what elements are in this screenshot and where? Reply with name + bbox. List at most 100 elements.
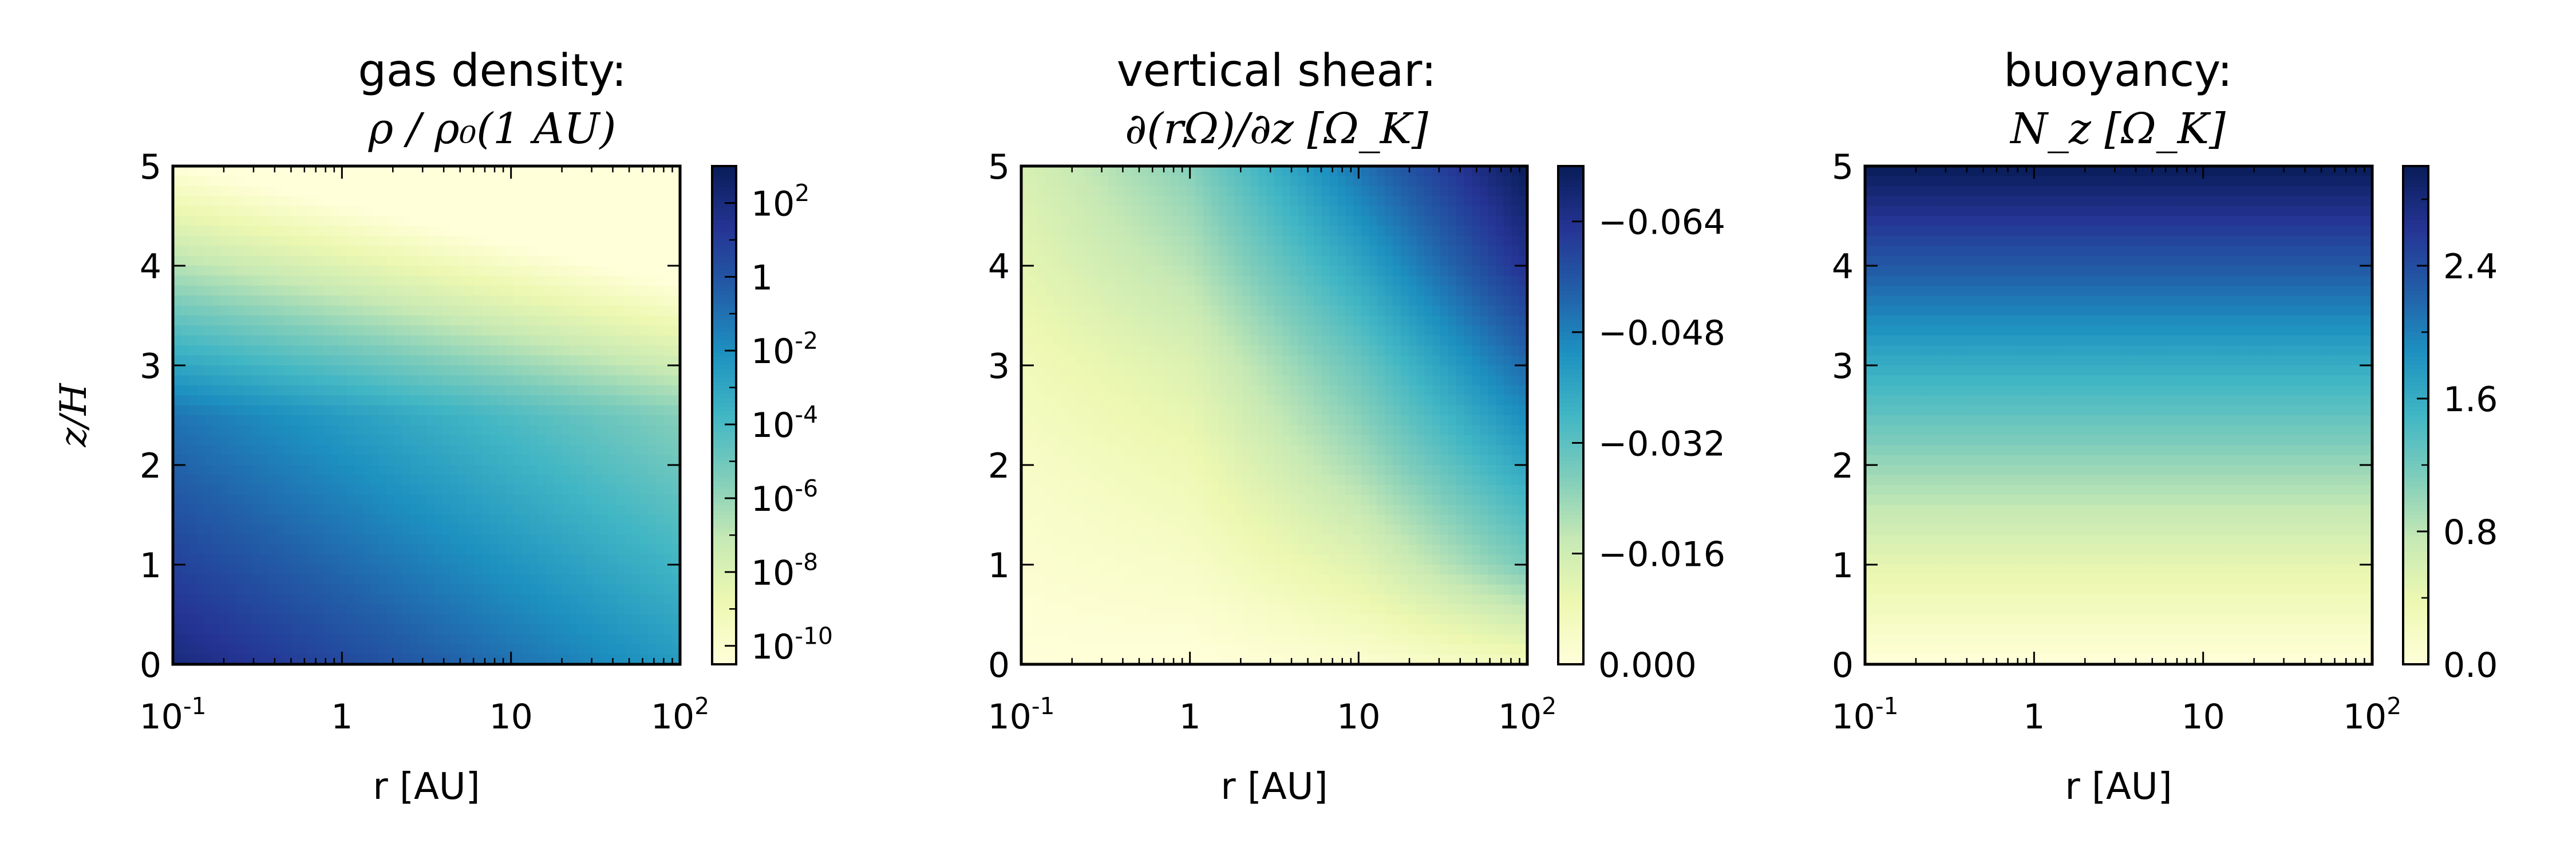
heatmap-cell <box>1227 365 1235 376</box>
heatmap-cell <box>1377 285 1385 296</box>
heatmap-cell <box>640 285 649 296</box>
heatmap-cell <box>632 375 641 386</box>
heatmap-cell <box>252 285 260 296</box>
heatmap-cell <box>315 435 324 446</box>
heatmap-cell <box>505 305 514 316</box>
colorbar-segment <box>712 610 736 615</box>
heatmap-cell <box>505 584 514 595</box>
heatmap-cell <box>609 255 617 266</box>
heatmap-cell <box>442 594 451 605</box>
heatmap-cell <box>173 594 181 605</box>
heatmap-cell <box>648 186 657 196</box>
heatmap-cell <box>561 196 570 207</box>
heatmap-cell <box>577 385 586 396</box>
heatmap-cell <box>625 515 633 525</box>
heatmap-cell <box>513 335 522 346</box>
heatmap-cell <box>315 405 324 416</box>
heatmap-cell <box>307 624 316 635</box>
heatmap-cell <box>371 525 380 535</box>
heatmap-cell <box>1408 395 1417 406</box>
heatmap-cell <box>1124 385 1132 396</box>
heatmap-cell <box>1187 206 1196 216</box>
heatmap-cell <box>1298 176 1306 187</box>
heatmap-cell <box>656 475 665 486</box>
heatmap-cell <box>648 574 657 585</box>
heatmap-cell <box>1472 385 1480 396</box>
heatmap-cell <box>513 385 522 396</box>
heatmap-cell <box>386 475 396 486</box>
heatmap-cell <box>180 505 189 515</box>
heatmap-cell <box>617 465 625 475</box>
heatmap-cell <box>561 405 570 416</box>
heatmap-cell <box>1329 226 1338 237</box>
heatmap-cell <box>410 545 419 555</box>
heatmap-cell <box>632 345 641 356</box>
heatmap-cell <box>410 345 419 356</box>
heatmap-cell <box>1179 285 1188 296</box>
heatmap-cell <box>402 345 411 356</box>
heatmap-cell <box>1424 365 1433 376</box>
heatmap-cell <box>1021 325 1030 336</box>
heatmap-cell <box>173 505 181 515</box>
heatmap-cell <box>1345 166 1354 176</box>
heatmap-cell <box>442 604 451 615</box>
heatmap-cell <box>1377 335 1385 346</box>
heatmap-cell <box>505 415 514 425</box>
heatmap-cell <box>625 325 633 336</box>
heatmap-cell <box>617 484 625 495</box>
heatmap-cell <box>600 335 609 346</box>
heatmap-cell <box>1456 206 1465 216</box>
heatmap-cell <box>577 235 586 246</box>
heatmap-cell <box>291 425 301 436</box>
heatmap-cell <box>1061 196 1069 207</box>
heatmap-cell <box>513 375 522 386</box>
heatmap-cell <box>1021 216 1030 226</box>
heatmap-cell <box>291 235 301 246</box>
heatmap-cell <box>458 206 467 216</box>
heatmap-cell <box>672 565 681 575</box>
heatmap-cell <box>529 455 538 466</box>
heatmap-cell <box>228 594 237 605</box>
heatmap-cell <box>1116 176 1125 187</box>
heatmap-cell <box>220 505 229 515</box>
heatmap-cell <box>545 515 554 525</box>
heatmap-cell <box>212 235 221 246</box>
heatmap-cell <box>1029 235 1038 246</box>
heatmap-cell <box>553 495 562 506</box>
heatmap-cell <box>1163 295 1172 306</box>
heatmap-cell <box>1068 196 1077 207</box>
heatmap-cell <box>1061 255 1069 266</box>
heatmap-cell <box>1092 186 1101 196</box>
heatmap-cell <box>1472 316 1480 326</box>
heatmap-cell <box>355 584 364 595</box>
heatmap-cell <box>1511 255 1520 266</box>
heatmap-cell <box>458 196 467 207</box>
heatmap-cell <box>505 435 514 446</box>
heatmap-cell <box>617 525 625 535</box>
heatmap-cell <box>1234 375 1243 386</box>
heatmap-cell <box>347 445 355 456</box>
heatmap-cell <box>442 365 451 376</box>
heatmap-cell <box>394 176 404 187</box>
heatmap-cell <box>1424 355 1433 366</box>
heatmap-cell <box>394 435 404 446</box>
heatmap-cell <box>1401 226 1409 237</box>
heatmap-cell <box>1108 316 1117 326</box>
heatmap-cell <box>1487 335 1496 346</box>
heatmap-cell <box>299 335 308 346</box>
heatmap-cell <box>212 594 221 605</box>
heatmap-cell <box>315 295 324 306</box>
heatmap-cell <box>592 166 602 176</box>
chart-subtitle: ρ / ρ₀(1 AU) <box>368 104 617 153</box>
heatmap-cell <box>196 415 205 425</box>
heatmap-cell <box>1045 316 1053 326</box>
heatmap-cell <box>402 534 411 545</box>
heatmap-cell <box>497 216 507 226</box>
heatmap-cell <box>584 455 594 466</box>
heatmap-cell <box>577 604 586 615</box>
heatmap-cell <box>252 316 260 326</box>
heatmap-cell <box>180 335 189 346</box>
heatmap-cell <box>1377 166 1385 176</box>
heatmap-cell <box>1132 355 1140 366</box>
heatmap-cell <box>656 335 665 346</box>
